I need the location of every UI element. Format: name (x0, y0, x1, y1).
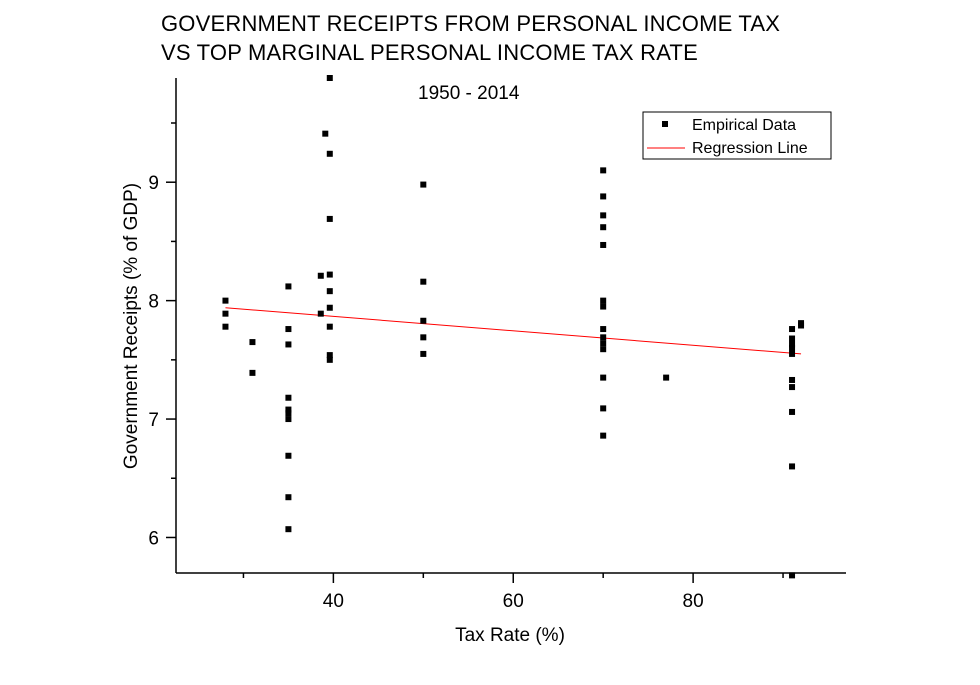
data-point (222, 310, 229, 317)
data-point (789, 408, 796, 415)
y-tick-label: 8 (148, 292, 159, 313)
regression-line (225, 307, 802, 355)
data-point (285, 416, 292, 423)
data-point (317, 310, 324, 317)
chart-subtitle: 1950 - 2014 (418, 83, 520, 104)
data-point (285, 526, 292, 533)
data-point (326, 150, 333, 157)
y-tick-label: 7 (148, 410, 159, 431)
axes: 40 60 80 6 7 8 9 (148, 78, 846, 612)
data-point (789, 341, 796, 348)
data-point (600, 224, 607, 231)
x-tick-label: 60 (503, 591, 524, 612)
legend-label-regression: Regression Line (692, 140, 808, 157)
data-point (322, 130, 329, 137)
data-point (420, 181, 427, 188)
data-point (420, 350, 427, 357)
data-point (789, 345, 796, 351)
data-point (600, 167, 607, 174)
data-point (420, 278, 427, 285)
data-point (600, 346, 607, 353)
data-point (798, 322, 805, 329)
x-tick-label: 40 (323, 591, 344, 612)
data-point (317, 272, 324, 279)
data-point (285, 326, 292, 333)
x-axis-title: Tax Rate (%) (455, 625, 565, 646)
chart-title-line-2: VS TOP MARGINAL PERSONAL INCOME TAX RATE (161, 40, 698, 65)
legend: Empirical Data Regression Line (642, 111, 832, 160)
data-point (285, 394, 292, 401)
data-point (222, 297, 229, 304)
chart-title: GOVERNMENT RECEIPTS FROM PERSONAL INCOME… (161, 9, 780, 67)
x-tick-label: 80 (683, 591, 704, 612)
data-point (600, 405, 607, 412)
data-point (789, 335, 796, 342)
data-point (600, 340, 607, 347)
data-point (326, 356, 333, 363)
data-point (326, 352, 333, 359)
y-tick-label: 6 (148, 528, 159, 549)
data-point (285, 452, 292, 459)
data-point (249, 369, 256, 376)
legend-box (642, 111, 832, 160)
data-point (285, 341, 292, 348)
chart-title-line-1: GOVERNMENT RECEIPTS FROM PERSONAL INCOME… (161, 11, 781, 36)
data-point (326, 75, 333, 81)
y-tick-label: 9 (148, 173, 159, 194)
data-point (600, 193, 607, 200)
data-point (600, 241, 607, 248)
data-point (600, 297, 607, 304)
data-point (326, 271, 333, 278)
data-point (789, 572, 796, 579)
data-point (600, 212, 607, 219)
data-point (285, 406, 292, 413)
data-point (789, 384, 796, 391)
data-point (600, 334, 607, 341)
data-point (222, 323, 229, 330)
data-point (249, 339, 256, 346)
data-point (285, 410, 292, 417)
data-point (789, 463, 796, 470)
data-point (600, 432, 607, 439)
data-point (663, 374, 670, 381)
data-point (600, 326, 607, 333)
data-point (285, 494, 292, 501)
data-point (326, 323, 333, 330)
data-point (600, 303, 607, 310)
data-point (789, 376, 796, 383)
data-point (285, 283, 292, 290)
data-point (326, 304, 333, 311)
data-point (789, 350, 796, 357)
legend-label-empirical: Empirical Data (692, 117, 796, 134)
data-point (326, 288, 333, 295)
data-point (420, 317, 427, 324)
regression-line-layer (225, 307, 802, 355)
data-point (600, 374, 607, 381)
y-axis-title: Government Receipts (% of GDP) (121, 183, 142, 469)
data-point (789, 326, 796, 333)
data-point (326, 215, 333, 222)
legend-marker-empirical (662, 121, 668, 127)
data-points (222, 75, 805, 579)
data-point (420, 334, 427, 341)
